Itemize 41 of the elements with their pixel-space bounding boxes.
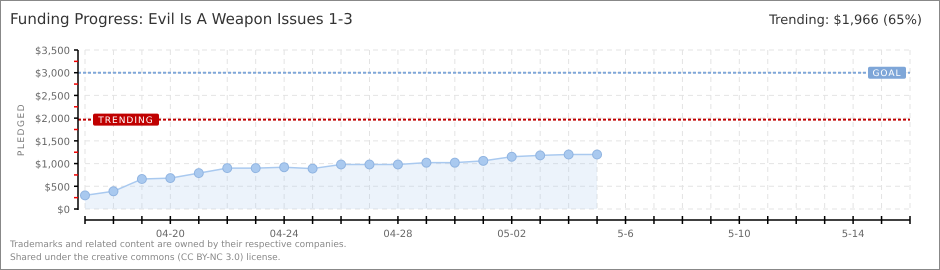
- x-tick-label: 5-6: [617, 229, 634, 240]
- point: [165, 173, 176, 184]
- point: [279, 162, 290, 172]
- point: [564, 149, 574, 160]
- y-tick-label: $2,000: [35, 114, 70, 126]
- x-tick-label: 5-10: [728, 229, 751, 240]
- y-tick-label: $0: [57, 205, 70, 216]
- x-tick-label: 04-20: [156, 229, 185, 240]
- y-tick-label: $500: [44, 182, 70, 194]
- x-tick-label: 5-14: [842, 229, 864, 240]
- point: [136, 174, 147, 184]
- x-tick-label: 05-02: [497, 229, 526, 240]
- point: [592, 149, 602, 160]
- point: [421, 158, 432, 168]
- point: [364, 159, 374, 170]
- point: [478, 156, 488, 166]
- point: [222, 163, 232, 174]
- y-tick-label: $3,000: [35, 68, 70, 80]
- point: [450, 158, 460, 168]
- point: [250, 163, 261, 174]
- y-tick-label: $3,500: [35, 46, 70, 57]
- text: Shared under the creative commons (CC BY-NC 3.0) license.: [10, 253, 281, 263]
- text: Trademarks and related content are owned by their respective companies.: [9, 240, 346, 250]
- chart-title: Funding Progress: Evil Is A Weapon Issues 1-3: [10, 10, 353, 28]
- point: [194, 168, 204, 178]
- point: [80, 190, 90, 200]
- ref-line-label: GOAL: [872, 69, 902, 80]
- ref-line-label: TRENDING: [97, 116, 154, 126]
- y-tick-label: $2,500: [35, 91, 70, 102]
- y-axis-title: PLEDGED: [17, 102, 27, 156]
- point: [392, 159, 403, 170]
- x-tick-label: 04-28: [383, 229, 412, 240]
- point: [336, 159, 346, 170]
- x-tick-label: 04-24: [270, 229, 299, 240]
- point: [506, 152, 517, 162]
- chart-subtitle: Trending: $1,966 (65%): [768, 13, 922, 28]
- y-tick-label: $1,000: [35, 160, 70, 171]
- y-tick-label: $1,500: [35, 136, 70, 148]
- point: [535, 150, 546, 160]
- point: [108, 186, 118, 196]
- point: [308, 164, 318, 174]
